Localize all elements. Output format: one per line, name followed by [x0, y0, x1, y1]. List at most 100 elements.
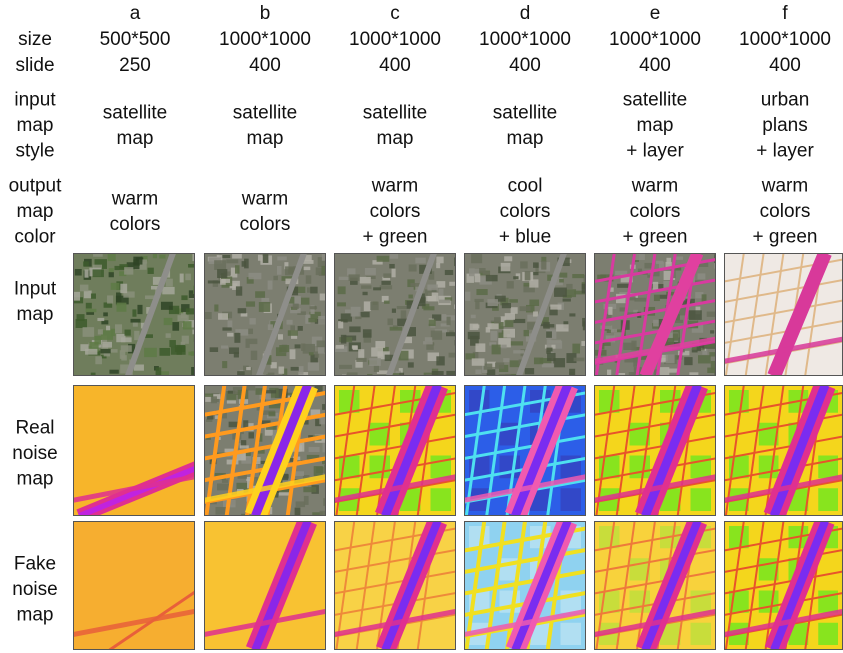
texture	[709, 352, 718, 356]
block	[599, 390, 620, 413]
texture	[301, 343, 305, 350]
texture	[487, 299, 498, 306]
texture	[499, 374, 511, 378]
texture	[106, 326, 110, 331]
texture	[77, 314, 85, 321]
texture	[504, 256, 512, 261]
texture	[390, 254, 399, 259]
figure: sizeslideinputmapstyleoutputmapcolorInpu…	[0, 0, 843, 653]
texture	[93, 269, 104, 277]
texture	[279, 367, 285, 374]
texture	[471, 254, 482, 263]
column-letter: d	[520, 3, 531, 24]
texture	[287, 320, 293, 325]
texture	[303, 487, 316, 492]
texture	[533, 311, 538, 316]
texture	[236, 286, 242, 295]
texture	[425, 337, 432, 341]
texture	[423, 341, 433, 344]
image-tile	[464, 253, 594, 383]
texture	[293, 304, 299, 309]
texture	[338, 321, 343, 328]
texture	[436, 356, 444, 365]
texture	[715, 292, 724, 301]
texture	[494, 317, 501, 323]
column-letter: b	[260, 3, 271, 24]
texture	[102, 342, 112, 348]
texture	[468, 332, 480, 339]
texture	[217, 269, 227, 278]
texture	[607, 330, 611, 333]
texture	[234, 352, 239, 357]
row-label: Real	[15, 418, 54, 439]
texture	[107, 295, 113, 303]
texture	[251, 351, 257, 360]
texture	[217, 483, 230, 490]
texture	[156, 367, 162, 375]
texture	[268, 324, 273, 330]
texture	[503, 329, 515, 338]
texture	[180, 274, 184, 283]
texture	[470, 324, 479, 330]
texture	[240, 445, 249, 448]
texture	[246, 301, 255, 306]
texture	[269, 412, 276, 417]
texture	[503, 358, 509, 362]
column-size: 500*500	[100, 29, 171, 50]
texture	[487, 369, 496, 375]
texture	[542, 363, 554, 367]
texture	[337, 302, 346, 306]
texture	[429, 319, 436, 326]
texture	[554, 288, 567, 297]
texture	[356, 358, 366, 362]
row-label: map	[17, 469, 54, 490]
texture	[475, 343, 485, 352]
tiles	[73, 253, 843, 650]
texture	[666, 258, 671, 264]
texture	[436, 257, 443, 264]
block	[759, 591, 779, 613]
texture	[83, 261, 89, 266]
texture	[492, 345, 501, 355]
texture	[303, 260, 314, 264]
texture	[95, 356, 102, 364]
texture	[547, 353, 556, 361]
texture	[341, 313, 352, 321]
texture	[504, 320, 513, 327]
texture	[208, 280, 220, 283]
texture	[226, 259, 238, 263]
texture	[455, 355, 463, 363]
texture	[520, 306, 531, 311]
texture	[389, 264, 394, 268]
column-slide: 250	[119, 55, 151, 76]
texture	[384, 301, 390, 304]
block	[561, 488, 582, 511]
texture	[387, 318, 393, 325]
image-tile	[724, 253, 843, 376]
texture	[120, 284, 127, 293]
texture	[490, 331, 497, 341]
texture	[310, 287, 317, 294]
image-tile	[464, 385, 586, 516]
texture	[550, 304, 561, 309]
texture	[325, 477, 334, 482]
column-output-color: + green	[753, 227, 818, 248]
column-input-style: map	[377, 128, 414, 149]
column-slide: 400	[769, 55, 801, 76]
texture	[261, 298, 269, 302]
texture	[227, 333, 233, 337]
texture	[268, 280, 273, 289]
column-letter: c	[390, 3, 400, 24]
column-input-style: satellite	[493, 102, 557, 123]
texture	[697, 273, 705, 279]
texture	[273, 276, 278, 280]
column-output-color: + blue	[499, 227, 551, 248]
texture	[153, 254, 157, 258]
column-output-color: + green	[363, 227, 428, 248]
texture	[509, 299, 518, 303]
texture	[436, 263, 440, 268]
texture	[116, 303, 126, 312]
texture	[449, 353, 460, 358]
texture	[582, 284, 594, 294]
texture	[529, 300, 539, 306]
